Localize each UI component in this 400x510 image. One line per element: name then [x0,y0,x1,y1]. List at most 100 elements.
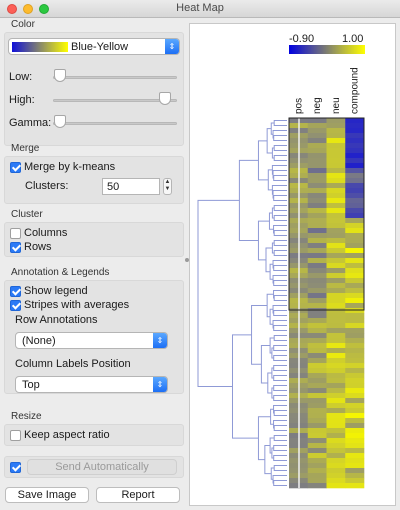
heatmap-cell[interactable] [326,193,346,199]
heatmap-cell[interactable] [326,188,346,194]
heatmap-cell[interactable] [345,253,365,259]
heatmap-cell[interactable] [326,233,346,239]
heatmap-cell[interactable] [307,453,327,459]
column-labels-position-select[interactable]: Top ⇕ [15,376,168,393]
heatmap-cell[interactable] [326,258,346,264]
heatmap-cell[interactable] [307,123,327,129]
heatmap-cell[interactable] [326,463,346,469]
heatmap-cell[interactable] [345,178,365,184]
heatmap-cell[interactable] [307,363,327,369]
heatmap-cell[interactable] [307,128,327,134]
heatmap-cell[interactable] [326,128,346,134]
heatmap-cell[interactable] [307,173,327,179]
heatmap-cell[interactable] [326,203,346,209]
heatmap-cell[interactable] [326,423,346,429]
heatmap-cell[interactable] [307,253,327,259]
heatmap-cell[interactable] [307,283,327,289]
heatmap-cell[interactable] [345,233,365,239]
heatmap-cell[interactable] [345,463,365,469]
heatmap-cell[interactable] [326,403,346,409]
heatmap-cell[interactable] [345,313,365,319]
heatmap-cell[interactable] [326,163,346,169]
heatmap-cell[interactable] [345,438,365,444]
heatmap-cell[interactable] [307,443,327,449]
heatmap-cell[interactable] [345,198,365,204]
heatmap-cell[interactable] [345,138,365,144]
heatmap-cell[interactable] [345,168,365,174]
heatmap-cell[interactable] [326,243,346,249]
heatmap-cell[interactable] [326,248,346,254]
heatmap-cell[interactable] [326,393,346,399]
low-slider-track[interactable] [53,76,177,79]
heatmap-cell[interactable] [307,398,327,404]
heatmap-cell[interactable] [307,188,327,194]
heatmap-cell[interactable] [345,263,365,269]
heatmap-cell[interactable] [345,218,365,224]
heatmap-cell[interactable] [307,473,327,479]
heatmap-cell[interactable] [345,153,365,159]
maximize-window-button[interactable] [39,4,49,14]
heatmap-cell[interactable] [307,478,327,484]
heatmap-cell[interactable] [345,363,365,369]
high-slider-handle[interactable] [159,92,171,105]
heatmap-cell[interactable] [307,433,327,439]
heatmap-cell[interactable] [326,323,346,329]
heatmap-cell[interactable] [326,123,346,129]
heatmap-cell[interactable] [326,268,346,274]
heatmap-cell[interactable] [326,348,346,354]
heatmap-cell[interactable] [307,313,327,319]
heatmap-cell[interactable] [307,308,327,314]
heatmap-cell[interactable] [326,333,346,339]
heatmap-cell[interactable] [307,418,327,424]
heatmap-cell[interactable] [345,353,365,359]
heatmap-cell[interactable] [307,208,327,214]
heatmap-cell[interactable] [326,383,346,389]
heatmap-cell[interactable] [326,138,346,144]
heatmap-cell[interactable] [307,423,327,429]
heatmap-cell[interactable] [326,133,346,139]
heatmap-cell[interactable] [345,333,365,339]
heatmap-cell[interactable] [307,288,327,294]
heatmap-cell[interactable] [345,133,365,139]
heatmap-cell[interactable] [307,148,327,154]
heatmap-cell[interactable] [326,358,346,364]
heatmap-cell[interactable] [345,308,365,314]
heatmap-cell[interactable] [307,133,327,139]
heatmap-cell[interactable] [326,343,346,349]
heatmap-cell[interactable] [307,333,327,339]
heatmap-cell[interactable] [307,268,327,274]
heatmap-cell[interactable] [326,263,346,269]
heatmap-cell[interactable] [326,298,346,304]
heatmap-cell[interactable] [307,168,327,174]
heatmap-cell[interactable] [307,228,327,234]
heatmap-cell[interactable] [307,238,327,244]
palette-select[interactable]: Blue-Yellow ⇕ [8,38,180,55]
heatmap-cell[interactable] [345,258,365,264]
clusters-input[interactable]: 50 [102,178,160,195]
heatmap-cell[interactable] [307,378,327,384]
heatmap-cell[interactable] [345,243,365,249]
heatmap-cell[interactable] [345,193,365,199]
heatmap-cell[interactable] [307,178,327,184]
heatmap-cell[interactable] [307,318,327,324]
heatmap-cell[interactable] [326,328,346,334]
heatmap-cell[interactable] [345,413,365,419]
heatmap-cell[interactable] [307,408,327,414]
heatmap-cell[interactable] [307,403,327,409]
heatmap-cell[interactable] [307,323,327,329]
heatmap-cell[interactable] [345,123,365,129]
heatmap-cell[interactable] [326,308,346,314]
heatmap-cell[interactable] [326,228,346,234]
heatmap-cell[interactable] [345,338,365,344]
heatmap-cell[interactable] [326,353,346,359]
heatmap-cell[interactable] [345,423,365,429]
heatmap-cell[interactable] [326,183,346,189]
heatmap-cell[interactable] [326,473,346,479]
heatmap-cell[interactable] [345,348,365,354]
heatmap-cell[interactable] [326,198,346,204]
heatmap-cell[interactable] [326,118,346,124]
heatmap-cell[interactable] [326,283,346,289]
heatmap-cell[interactable] [307,138,327,144]
heatmap-cell[interactable] [326,143,346,149]
heatmap-cell[interactable] [326,313,346,319]
